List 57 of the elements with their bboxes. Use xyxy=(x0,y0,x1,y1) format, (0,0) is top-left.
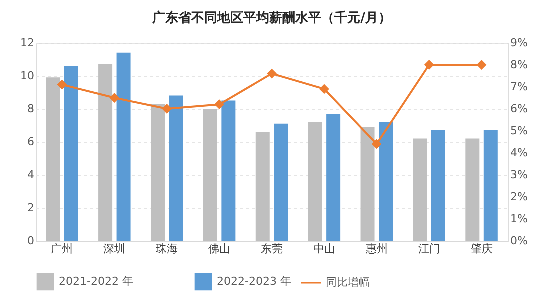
y2-tick-label: 2% xyxy=(510,190,528,204)
x-tick-label: 深圳 xyxy=(104,242,126,256)
y2-tick-label: 1% xyxy=(510,212,528,226)
x-tick-label: 佛山 xyxy=(208,242,231,256)
bar xyxy=(431,130,446,241)
point xyxy=(372,140,382,149)
y2-tick-label: 3% xyxy=(510,168,528,182)
legend-label: 2022-2023 年 xyxy=(217,274,292,288)
y2-tick-label: 5% xyxy=(510,124,528,138)
bar xyxy=(466,138,480,241)
bar xyxy=(46,78,60,241)
y-tick-label: 8 xyxy=(28,102,34,116)
x-tick-label: 广州 xyxy=(51,242,74,256)
bar xyxy=(274,124,288,241)
point xyxy=(162,104,172,114)
point xyxy=(320,84,329,94)
point xyxy=(110,93,120,103)
x-tick-label: 江门 xyxy=(418,242,440,256)
bar xyxy=(203,109,218,241)
legend-label: 2021-2022 年 xyxy=(59,274,134,288)
y2-tick-label: 0% xyxy=(510,234,528,248)
x-tick-label: 惠州 xyxy=(364,242,388,256)
y2-tick-label: 8% xyxy=(510,58,528,72)
x-tick-label: 中山 xyxy=(313,242,336,256)
x-tick-label: 东莞 xyxy=(261,242,283,256)
chart-title: 广东省不同地区平均薪酬水平（千元/月） xyxy=(152,10,392,26)
y2-tick-label: 6% xyxy=(510,102,528,116)
x-tick-label: 珠海 xyxy=(156,242,178,256)
bar xyxy=(98,64,113,241)
bar xyxy=(64,66,78,241)
bar xyxy=(413,138,428,241)
y2-tick-label: 4% xyxy=(510,146,528,160)
y-tick-label: 0 xyxy=(28,234,34,248)
bar xyxy=(484,130,498,241)
y2-tick-label: 7% xyxy=(510,80,528,94)
bar xyxy=(116,52,131,241)
bar xyxy=(308,122,322,241)
y-tick-label: 2 xyxy=(28,202,34,214)
y-tick-label: 6 xyxy=(28,136,34,148)
bar xyxy=(169,96,184,241)
bar xyxy=(256,132,270,241)
point xyxy=(58,80,67,90)
point xyxy=(424,60,434,70)
x-tick-label: 肇庆 xyxy=(470,242,493,256)
bar xyxy=(150,104,165,241)
y-tick-label: 10 xyxy=(20,70,34,82)
point xyxy=(477,60,486,70)
y2-tick-label: 9% xyxy=(510,36,528,50)
legend-label: 同比增幅 xyxy=(326,276,370,289)
bar xyxy=(379,122,394,241)
y-tick-label: 4 xyxy=(28,168,34,182)
bar xyxy=(222,100,236,241)
bar xyxy=(360,127,375,241)
point xyxy=(215,100,224,110)
bar xyxy=(326,114,341,241)
y-tick-label: 12 xyxy=(20,36,34,50)
point xyxy=(267,69,277,78)
